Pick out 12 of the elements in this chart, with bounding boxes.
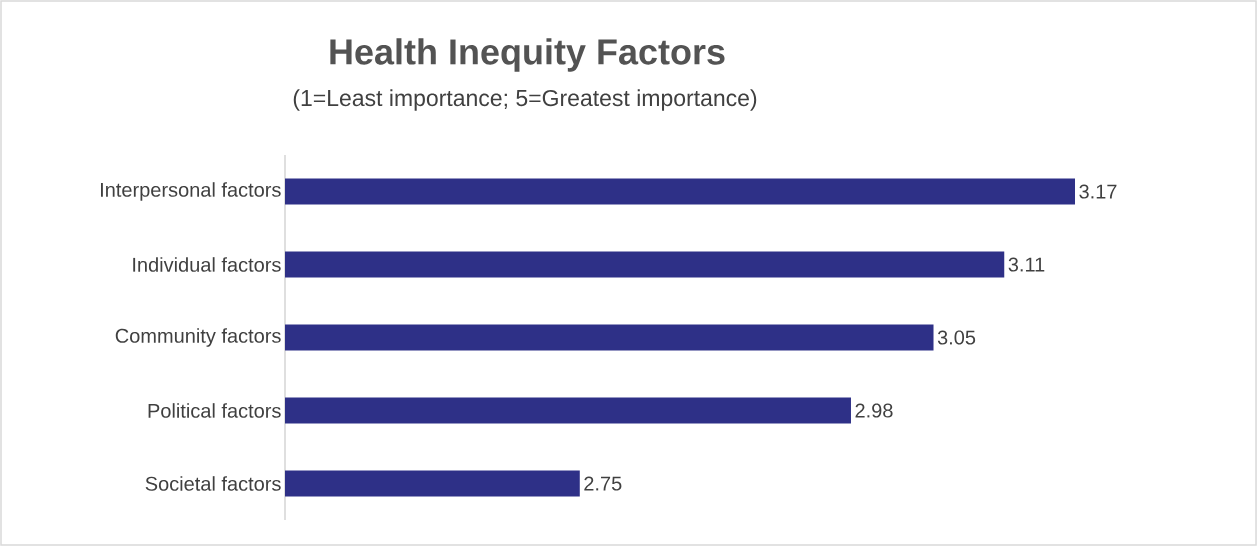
y-tick-label: Community factors [115, 328, 281, 347]
chart-subtitle: (1=Least importance; 5=Greatest importance) [293, 89, 757, 111]
data-label: 3.17 [1079, 184, 1117, 199]
y-tick-label: Individual factors [133, 257, 281, 272]
y-tick-label: Political factors [148, 403, 281, 418]
data-label: 3.05 [937, 330, 976, 345]
y-tick-label: Societal factors [145, 476, 281, 491]
data-label: 2.75 [584, 476, 622, 491]
y-tick-label: Interpersonal factors [101, 182, 281, 201]
chart-title: Health Inequity Factors [330, 38, 725, 72]
data-label: 2.98 [855, 403, 893, 418]
data-label: 3.11 [1008, 257, 1045, 272]
